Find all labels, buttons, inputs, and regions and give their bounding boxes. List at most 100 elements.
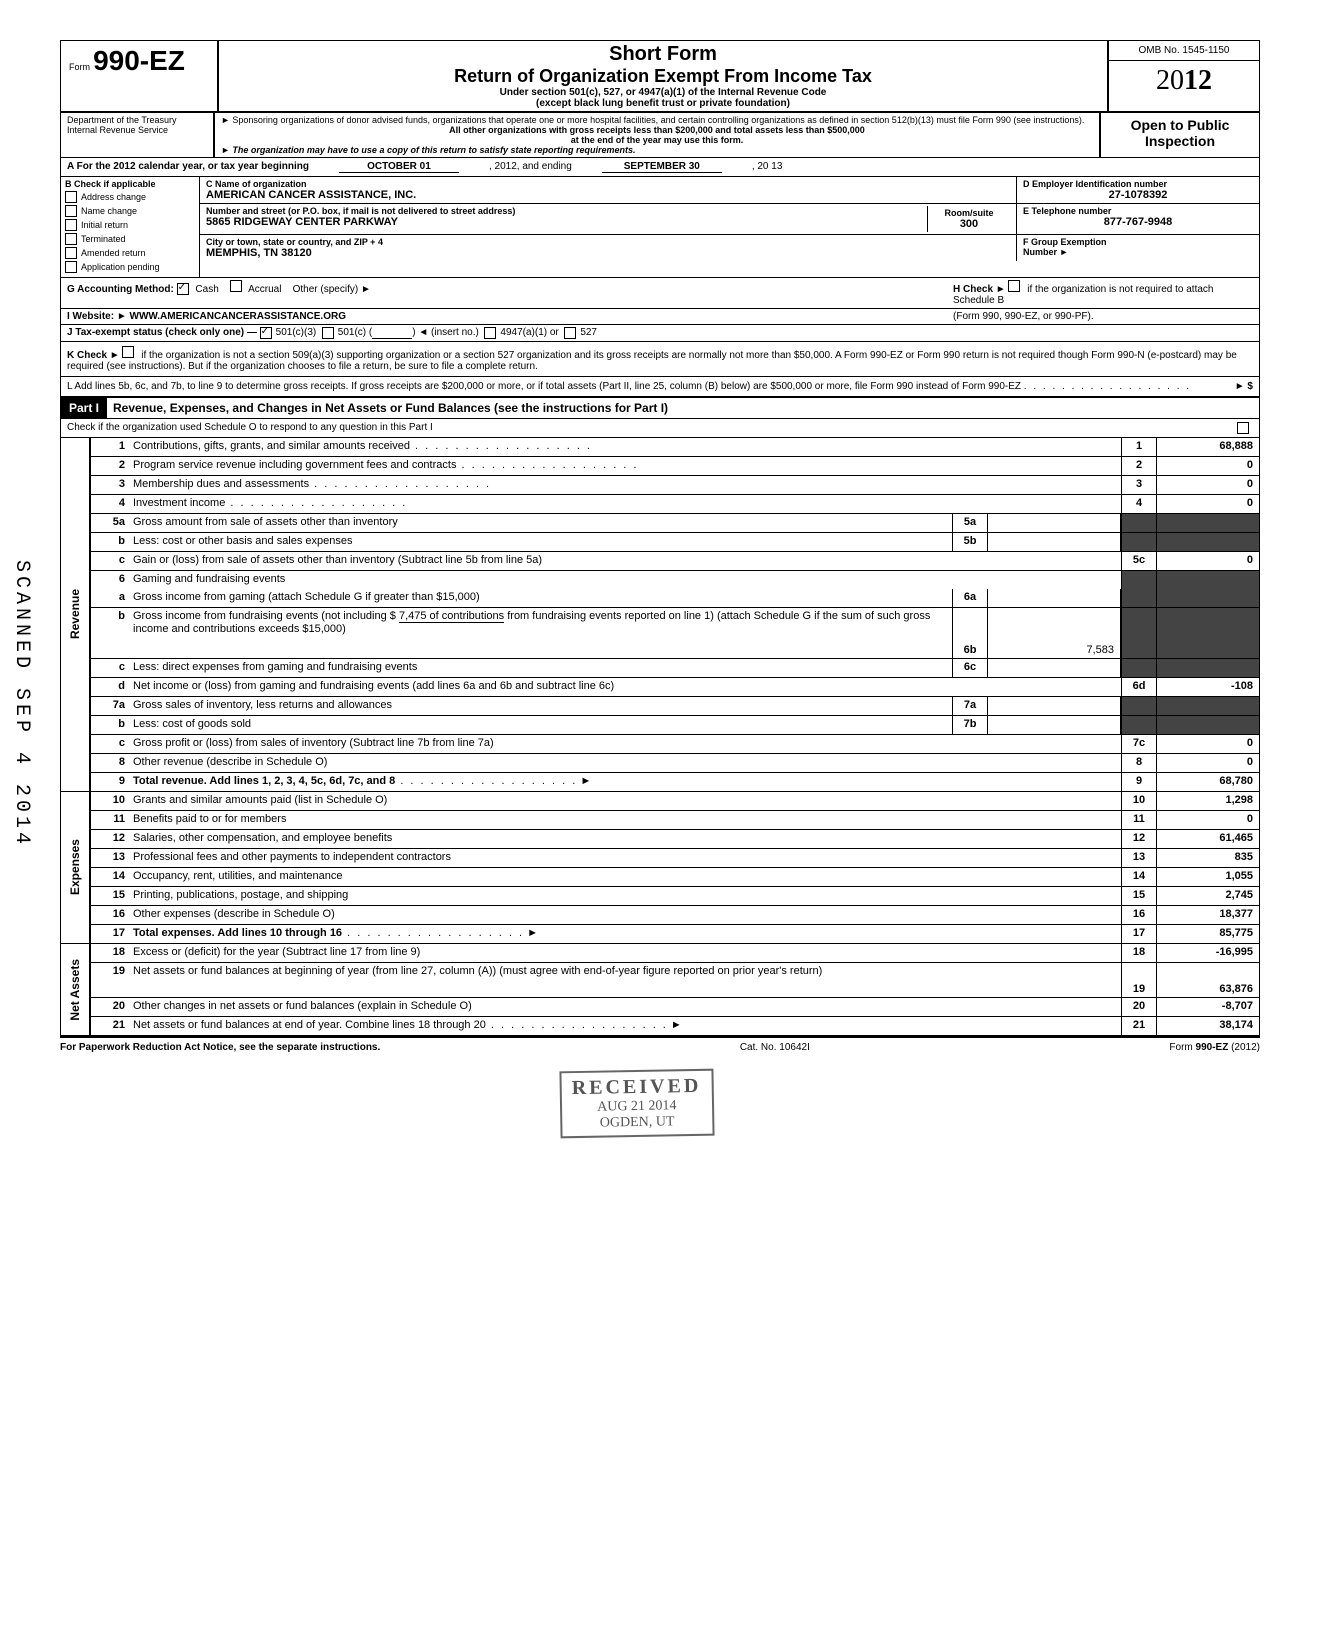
- j-opt2: 501(c) (: [338, 327, 372, 339]
- chk-terminated[interactable]: Terminated: [65, 233, 195, 245]
- line-5b-desc: Less: cost or other basis and sales expe…: [129, 533, 952, 551]
- check-o-text: Check if the organization used Schedule …: [67, 422, 433, 434]
- line-6d-desc: Net income or (loss) from gaming and fun…: [129, 678, 1121, 696]
- part1-title: Revenue, Expenses, and Changes in Net As…: [107, 398, 674, 418]
- line-8-val: 0: [1157, 754, 1259, 772]
- city-cell: City or town, state or country, and ZIP …: [200, 235, 1017, 261]
- chk-address[interactable]: Address change: [65, 191, 195, 203]
- check-o-row: Check if the organization used Schedule …: [61, 419, 1259, 438]
- addr-cell: Number and street (or P.O. box, if mail …: [200, 204, 1017, 234]
- l-text: L Add lines 5b, 6c, and 7b, to line 9 to…: [67, 381, 1021, 392]
- omb-cell: OMB No. 1545-1150 2012: [1109, 41, 1259, 111]
- line-7c-desc: Gross profit or (loss) from sales of inv…: [129, 735, 1121, 753]
- col-cde: C Name of organization AMERICAN CANCER A…: [200, 177, 1259, 277]
- line-6a-desc: Gross income from gaming (attach Schedul…: [129, 589, 952, 607]
- row-k: K Check ► if the organization is not a s…: [61, 342, 1259, 377]
- tax-year-begin: OCTOBER 01: [339, 161, 459, 173]
- line-2-val: 0: [1157, 457, 1259, 475]
- line-2-desc: Program service revenue including govern…: [129, 457, 1121, 475]
- k-label: K Check ►: [67, 350, 120, 361]
- expenses-section: Expenses 10Grants and similar amounts pa…: [61, 791, 1259, 943]
- line-3-desc: Membership dues and assessments: [129, 476, 1121, 494]
- line-5c-val: 0: [1157, 552, 1259, 570]
- row-l: L Add lines 5b, 6c, and 7b, to line 9 to…: [61, 377, 1259, 398]
- line-12-val: 61,465: [1157, 830, 1259, 848]
- name-label: C Name of organization: [206, 179, 1010, 189]
- footer-mid: Cat. No. 10642I: [740, 1042, 810, 1053]
- line-10-desc: Grants and similar amounts paid (list in…: [129, 792, 1121, 810]
- line-17-desc: Total expenses. Add lines 10 through 16 …: [129, 925, 1121, 943]
- addr-value: 5865 RIDGEWAY CENTER PARKWAY: [206, 216, 927, 228]
- line-12-desc: Salaries, other compensation, and employ…: [129, 830, 1121, 848]
- line-21-desc: Net assets or fund balances at end of ye…: [129, 1017, 1121, 1035]
- org-name: AMERICAN CANCER ASSISTANCE, INC.: [206, 189, 1010, 201]
- chk-cash[interactable]: [177, 283, 189, 295]
- footer-right: Form 990-EZ (2012): [1169, 1042, 1260, 1053]
- chk-k[interactable]: [122, 346, 134, 358]
- line-5c-desc: Gain or (loss) from sale of assets other…: [129, 552, 1121, 570]
- omb-number: OMB No. 1545-1150: [1109, 41, 1259, 61]
- chk-name[interactable]: Name change: [65, 205, 195, 217]
- line-4-val: 0: [1157, 495, 1259, 513]
- chk-accrual[interactable]: [230, 280, 242, 292]
- chk-schedule-o[interactable]: [1237, 422, 1249, 434]
- line-6b-desc: Gross income from fundraising events (no…: [129, 608, 952, 658]
- line-1-desc: Contributions, gifts, grants, and simila…: [129, 438, 1121, 456]
- chk-pending[interactable]: Application pending: [65, 261, 195, 273]
- part1-header-row: Part I Revenue, Expenses, and Changes in…: [61, 398, 1259, 419]
- chk-527[interactable]: [564, 327, 576, 339]
- dept-row: Department of the Treasury Internal Reve…: [61, 113, 1259, 158]
- line-7a-desc: Gross sales of inventory, less returns a…: [129, 697, 952, 715]
- received-loc: OGDEN, UT: [572, 1114, 702, 1132]
- phone-label: E Telephone number: [1023, 206, 1253, 216]
- received-stamp: RECEIVED AUG 21 2014 OGDEN, UT: [559, 1069, 714, 1139]
- short-form-title: Short Form: [227, 43, 1099, 66]
- netassets-label: Net Assets: [68, 959, 82, 1021]
- open-public: Open to Public: [1105, 117, 1255, 133]
- tax-year-end: SEPTEMBER 30: [602, 161, 722, 173]
- col-b: B Check if applicable Address change Nam…: [61, 177, 200, 277]
- main-title: Return of Organization Exempt From Incom…: [227, 66, 1099, 87]
- dept-line1: Department of the Treasury: [67, 115, 207, 125]
- line-16-desc: Other expenses (describe in Schedule O): [129, 906, 1121, 924]
- city-value: MEMPHIS, TN 38120: [206, 247, 1010, 259]
- line-1-val: 68,888: [1157, 438, 1259, 456]
- row-a-mid: , 2012, and ending: [489, 161, 572, 173]
- group-label2: Number ►: [1023, 247, 1253, 257]
- org-name-cell: C Name of organization AMERICAN CANCER A…: [200, 177, 1017, 203]
- line-16-val: 18,377: [1157, 906, 1259, 924]
- revenue-section: Revenue 1Contributions, gifts, grants, a…: [61, 438, 1259, 791]
- form-number-cell: Form 990-EZ: [61, 41, 219, 111]
- form-header: Form 990-EZ Short Form Return of Organiz…: [61, 41, 1259, 113]
- other-label: Other (specify) ►: [293, 284, 371, 295]
- line-10-val: 1,298: [1157, 792, 1259, 810]
- chk-501c[interactable]: [322, 327, 334, 339]
- line-14-desc: Occupancy, rent, utilities, and maintena…: [129, 868, 1121, 886]
- line-11-val: 0: [1157, 811, 1259, 829]
- line-14-val: 1,055: [1157, 868, 1259, 886]
- line-15-val: 2,745: [1157, 887, 1259, 905]
- row-a-suffix: , 20 13: [752, 161, 783, 173]
- line-8-desc: Other revenue (describe in Schedule O): [129, 754, 1121, 772]
- chk-4947[interactable]: [484, 327, 496, 339]
- g-label: G Accounting Method:: [67, 284, 174, 295]
- sponsor-cell: ► Sponsoring organizations of donor advi…: [215, 113, 1101, 157]
- room-label: Room/suite: [934, 208, 1004, 218]
- line-4-desc: Investment income: [129, 495, 1121, 513]
- row-g: G Accounting Method: Cash Accrual Other …: [61, 278, 1259, 309]
- chk-initial[interactable]: Initial return: [65, 219, 195, 231]
- j-opt4: 527: [580, 327, 597, 339]
- year-prefix: 20: [1156, 65, 1184, 96]
- chk-amended[interactable]: Amended return: [65, 247, 195, 259]
- sponsor-1: ► Sponsoring organizations of donor advi…: [221, 115, 1093, 125]
- line-13-val: 835: [1157, 849, 1259, 867]
- subtitle-1: Under section 501(c), 527, or 4947(a)(1)…: [227, 87, 1099, 98]
- phone-cell: E Telephone number 877-767-9948: [1017, 204, 1259, 234]
- chk-501c3[interactable]: [260, 327, 272, 339]
- line-19-val: 63,876: [1157, 963, 1259, 997]
- line-7b-desc: Less: cost of goods sold: [129, 716, 952, 734]
- j-opt1: 501(c)(3): [276, 327, 317, 339]
- section-bcdef: B Check if applicable Address change Nam…: [61, 177, 1259, 278]
- line-6c-desc: Less: direct expenses from gaming and fu…: [129, 659, 952, 677]
- chk-h[interactable]: [1008, 280, 1020, 292]
